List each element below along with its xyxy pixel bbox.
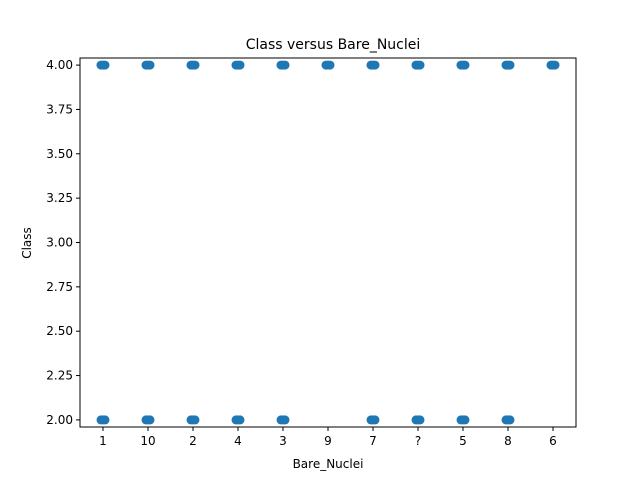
x-tick-label: 4 — [234, 434, 242, 448]
data-points — [96, 60, 560, 425]
x-tick-label: 1 — [99, 434, 107, 448]
x-axis-ticks: 1 10 2 4 3 9 7? 5 8 6 — [99, 427, 557, 448]
y-tick-label: 3.50 — [46, 147, 73, 161]
x-tick-label: 9 — [324, 434, 332, 448]
data-point — [190, 415, 200, 425]
y-tick-label: 3.00 — [46, 236, 73, 250]
x-tick-label: 8 — [504, 434, 512, 448]
data-point — [370, 415, 380, 425]
y-tick-label: 4.00 — [46, 58, 73, 72]
data-point — [460, 415, 470, 425]
y-tick-label: 3.25 — [46, 191, 73, 205]
x-tick-label: 2 — [189, 434, 197, 448]
x-axis-label: Bare_Nuclei — [293, 457, 364, 471]
y-tick-label: 2.50 — [46, 324, 73, 338]
data-point — [460, 60, 470, 70]
data-point — [100, 60, 110, 70]
x-tick-label: 10 — [140, 434, 155, 448]
y-tick-label: 2.75 — [46, 280, 73, 294]
y-tick-label: 2.00 — [46, 413, 73, 427]
data-point — [100, 415, 110, 425]
x-tick-label: 6 — [549, 434, 557, 448]
chart-title: Class versus Bare_Nuclei — [246, 37, 421, 53]
data-point — [145, 60, 155, 70]
data-point — [145, 415, 155, 425]
x-tick-label: 7 — [369, 434, 377, 448]
x-tick-label: 3 — [279, 434, 287, 448]
data-point — [325, 60, 335, 70]
data-point — [280, 415, 290, 425]
data-point — [505, 415, 515, 425]
x-tick-label: 5 — [459, 434, 467, 448]
x-tick-label: ? — [415, 434, 421, 448]
data-point — [415, 60, 425, 70]
y-tick-label: 2.25 — [46, 369, 73, 383]
data-point — [550, 60, 560, 70]
data-point — [190, 60, 200, 70]
data-point — [505, 60, 515, 70]
data-point — [280, 60, 290, 70]
data-point — [235, 415, 245, 425]
data-point — [415, 415, 425, 425]
y-axis-label: Class — [20, 227, 34, 259]
y-tick-label: 3.75 — [46, 102, 73, 116]
data-point — [235, 60, 245, 70]
data-point — [370, 60, 380, 70]
y-axis-ticks: 2.00 2.25 2.50 2.75 3.00 3.25 3.50 3.75 4.00 — [46, 58, 80, 427]
